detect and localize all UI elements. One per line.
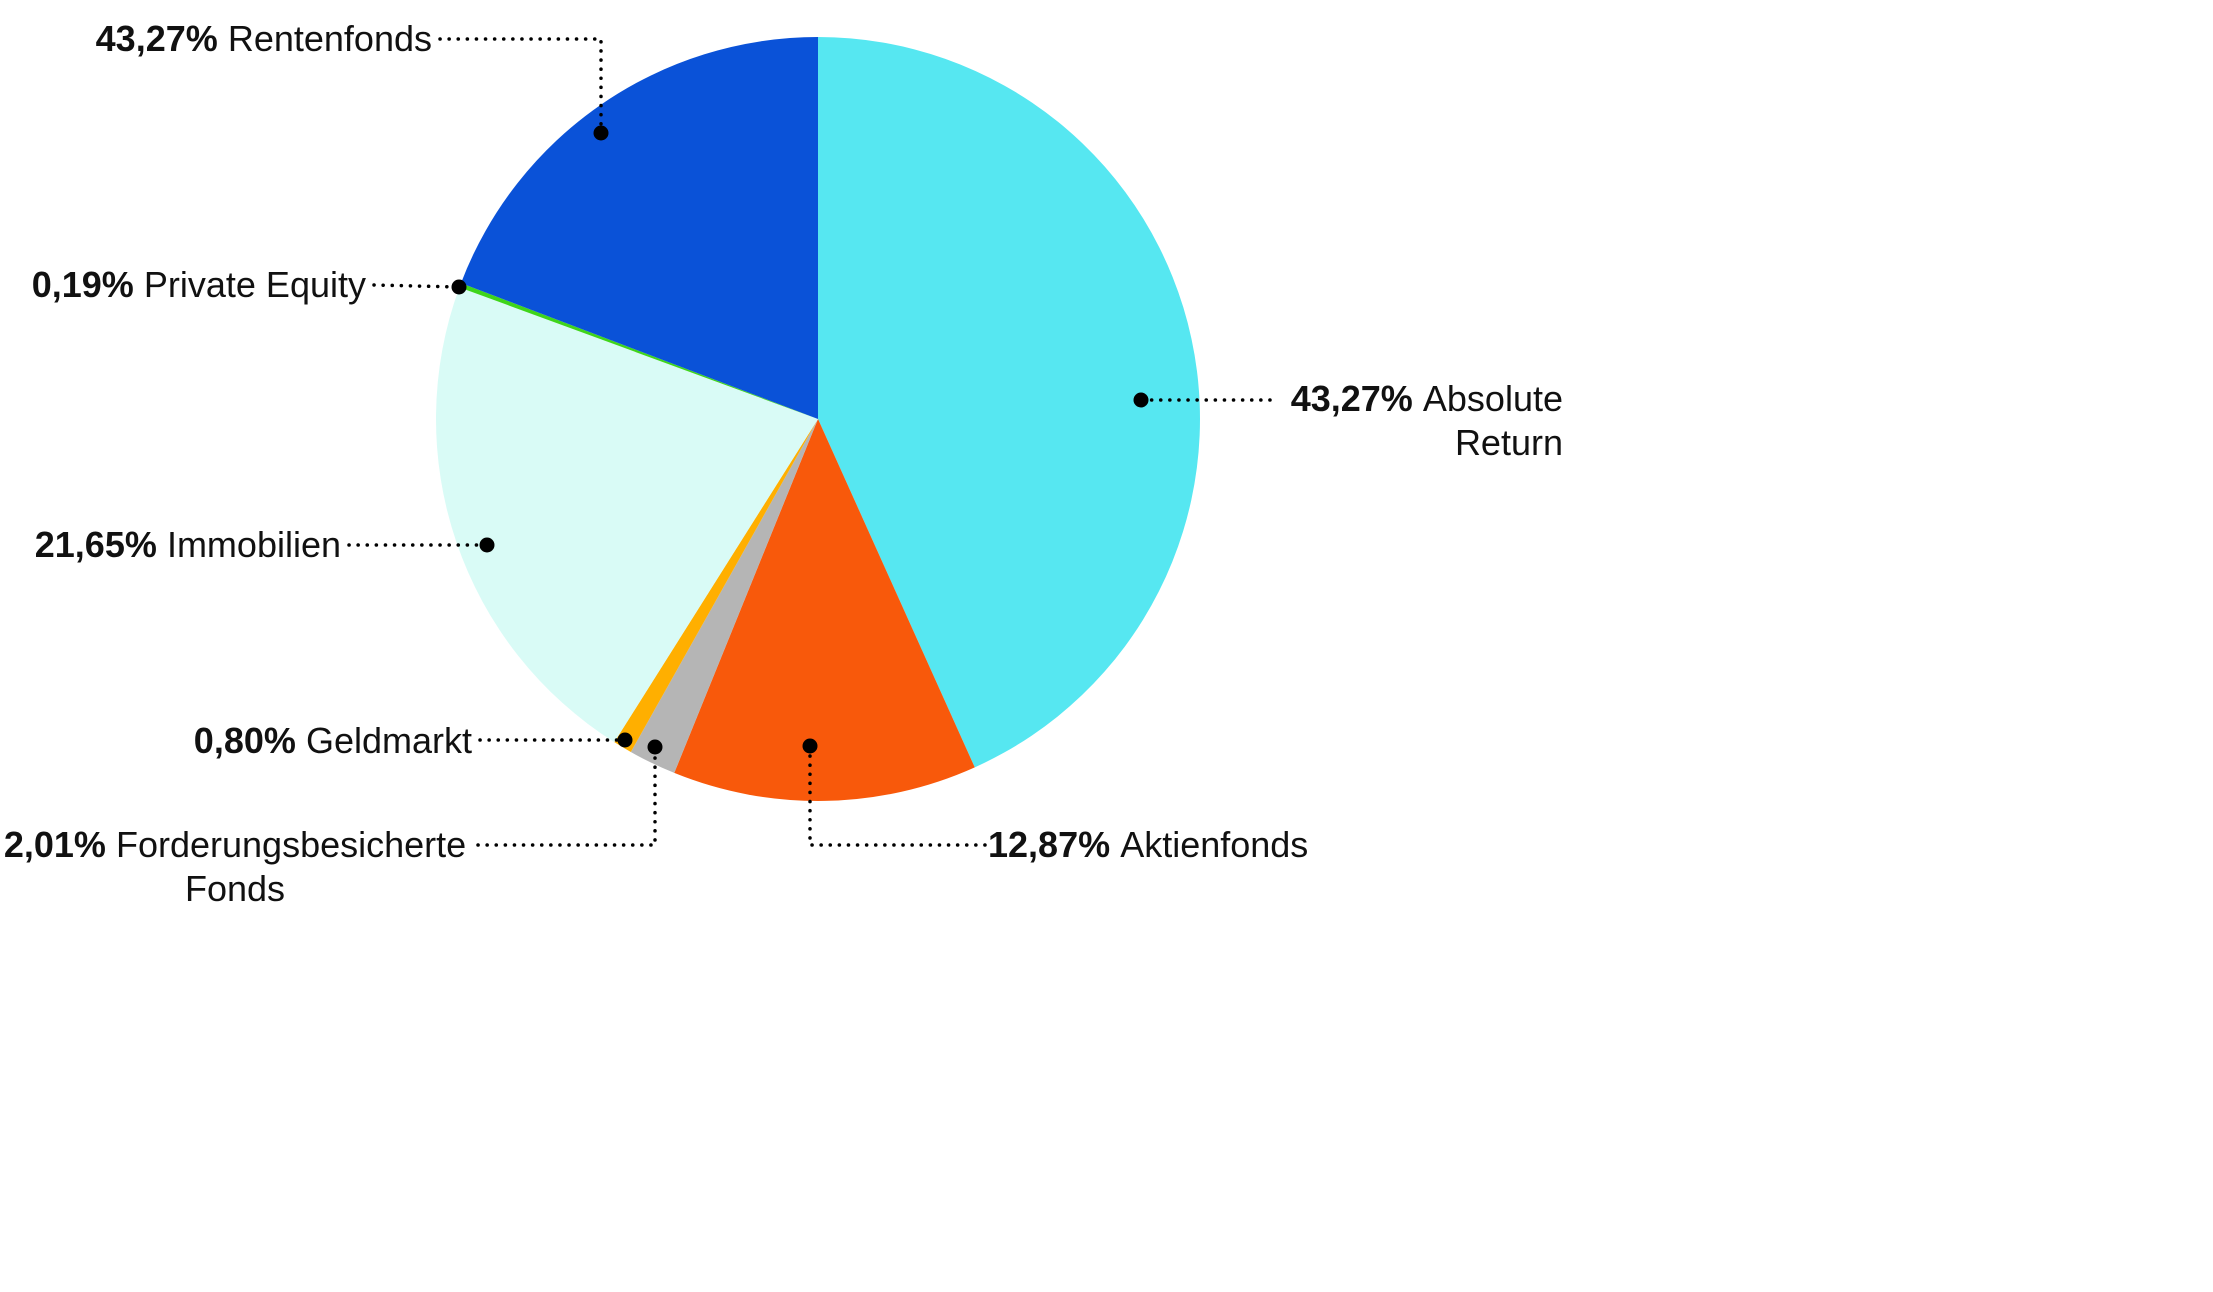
label-geldmarkt-percent: 0,80% [193,720,296,761]
slice-immobilien [435,287,818,743]
label-geldmarkt-name: Geldmarkt [305,720,472,761]
leader-line-private-equity [372,283,461,289]
label-rentenfonds: 43,27% Rentenfonds [60,17,432,61]
label-private-equity-name: Private Equity [143,264,366,305]
slice-private-equity [459,283,818,419]
anchor-dot-private-equity [451,279,467,295]
anchor-dot-absolute-return [1133,392,1149,408]
label-forderungsbesicherte-fonds-name: Forderungsbesicherte Fonds [115,824,467,909]
label-forderungsbesicherte-fonds-percent: 2,01% [3,824,106,865]
label-private-equity-percent: 0,19% [31,264,134,305]
slice-geldmarkt [614,419,818,752]
anchor-dot-forderungsbesicherte-fonds [647,739,663,755]
slice-absolute-return [818,37,1200,768]
leader-line-rentenfonds [438,37,603,135]
label-geldmarkt: 0,80% Geldmarkt [160,719,472,763]
anchor-dot-aktienfonds [802,738,818,754]
label-rentenfonds-name: Rentenfonds [227,18,432,59]
label-private-equity: 0,19% Private Equity [30,263,366,307]
slice-forderungsbesicherte-fonds [630,419,818,773]
label-absolute-return-name: Absolute Return [1422,378,1563,463]
label-immobilien-name: Immobilien [166,524,341,565]
slice-rentenfonds [461,37,818,419]
anchor-dot-immobilien [479,537,495,553]
label-immobilien: 21,65% Immobilien [30,523,341,567]
label-aktienfonds-percent: 12,87% [988,824,1111,865]
label-absolute-return: 43,27% Absolute Return [1283,377,1563,465]
anchor-dot-geldmarkt [617,732,633,748]
label-immobilien-percent: 21,65% [34,524,157,565]
label-forderungsbesicherte-fonds: 2,01% Forderungsbesicherte Fonds [0,823,470,911]
label-aktienfonds-name: Aktienfonds [1120,824,1309,865]
label-rentenfonds-percent: 43,27% [95,18,218,59]
leader-line-forderungsbesicherte-fonds [476,745,657,847]
anchor-dot-rentenfonds [593,125,609,141]
slice-aktienfonds [674,419,975,801]
label-aktienfonds: 12,87% Aktienfonds [988,823,1368,867]
label-absolute-return-percent: 43,27% [1290,378,1413,419]
